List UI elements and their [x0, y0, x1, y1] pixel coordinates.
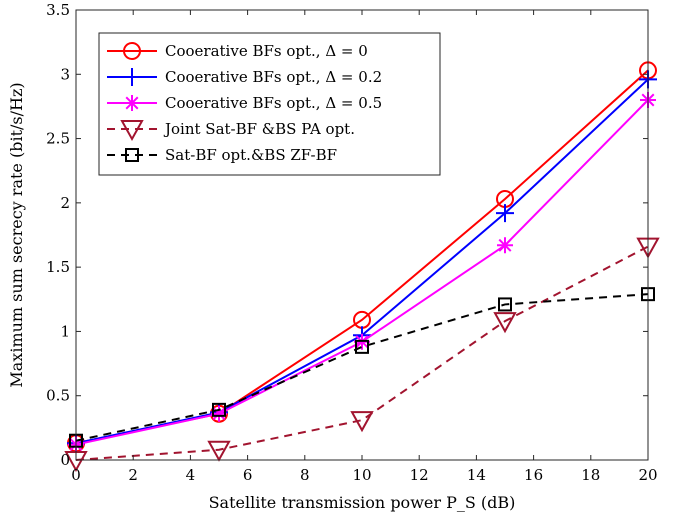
x-tick-label: 10: [352, 466, 371, 484]
legend-swatch-marker: [123, 42, 141, 60]
legend-swatch-marker: [125, 148, 139, 162]
legend: Cooerative BFs opt., Δ = 0 Cooerative BFs…: [98, 32, 441, 176]
legend-swatch-marker: [124, 95, 140, 111]
series-point: [498, 297, 512, 312]
legend-label: Sat-BF opt.&BS ZF-BF: [165, 146, 337, 164]
ticks-layer: 0 2 4 6 8 10 12 14 16 18 20 0 0.5 1 1.5 2 2.5 3 3.5: [46, 1, 657, 484]
x-tick-label: 6: [243, 466, 253, 484]
legend-swatch-marker: [123, 68, 141, 86]
series-point: [496, 204, 514, 223]
series-point: [212, 402, 226, 417]
series-point: [207, 440, 231, 462]
y-tick-label: 2.5: [46, 130, 70, 148]
y-tick-label: 1: [60, 322, 70, 340]
y-tick-label: 2: [60, 194, 70, 212]
series-point: [355, 339, 369, 354]
y-tick-label: 0.5: [46, 387, 70, 405]
x-tick-label: 2: [128, 466, 138, 484]
x-tick-label: 16: [524, 466, 543, 484]
x-tick-label: 14: [467, 466, 486, 484]
series-point: [493, 312, 517, 334]
x-tick-label: 12: [410, 466, 429, 484]
x-tick-label: 0: [71, 466, 81, 484]
legend-label: Cooerative BFs opt., Δ = 0: [165, 42, 368, 60]
legend-label: Cooerative BFs opt., Δ = 0.5: [165, 94, 382, 112]
series-point: [211, 405, 227, 422]
series-point: [350, 411, 374, 433]
x-tick-label: 8: [300, 466, 310, 484]
x-tick-label: 4: [186, 466, 196, 484]
y-tick-label: 0: [60, 451, 70, 469]
y-tick-label: 3.5: [46, 1, 70, 19]
x-tick-label: 18: [581, 466, 600, 484]
legend-label: Cooerative BFs opt., Δ = 0.2: [165, 68, 382, 86]
legend-swatch-marker: [120, 120, 144, 142]
y-tick-label: 1.5: [46, 258, 70, 276]
y-axis-label: Maximum sum secrecy rate (bit/s/Hz): [7, 82, 26, 387]
series-point: [497, 237, 513, 254]
x-axis-label: Satellite transmission power P_S (dB): [209, 493, 516, 512]
x-tick-label: 20: [638, 466, 657, 484]
y-tick-label: 3: [60, 65, 70, 83]
legend-label: Joint Sat-BF &BS PA opt.: [163, 120, 355, 138]
